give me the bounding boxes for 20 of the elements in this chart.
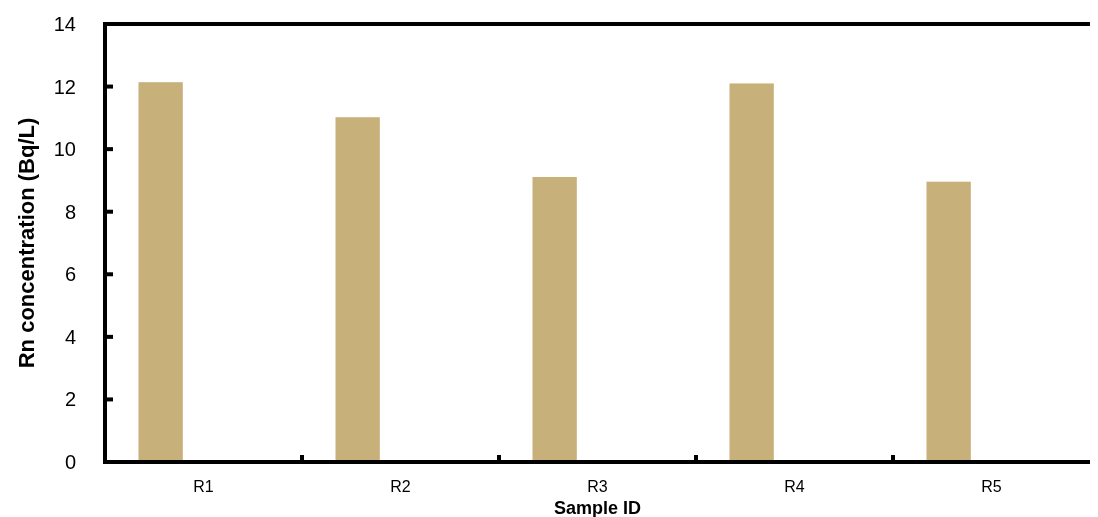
- x-tick-label: R5: [981, 478, 1002, 495]
- bar: [138, 82, 183, 462]
- y-tick-label: 10: [53, 138, 76, 161]
- x-axis-title: Sample ID: [553, 498, 642, 517]
- bar: [532, 176, 577, 462]
- x-tick-label: R4: [784, 478, 805, 495]
- x-tick-label: R2: [390, 478, 411, 495]
- y-tick-label: 2: [64, 388, 76, 411]
- y-tick-label: 0: [64, 451, 76, 473]
- bar: [926, 181, 971, 462]
- y-tick-label: 6: [64, 263, 76, 286]
- y-tick-label: 8: [64, 200, 76, 223]
- bar: [729, 83, 774, 462]
- bar: [335, 117, 380, 462]
- y-tick-label: 4: [64, 325, 76, 348]
- x-tick-label: R3: [587, 478, 608, 495]
- y-tick-label: 14: [53, 13, 76, 35]
- y-tick-label: 12: [53, 75, 76, 98]
- y-axis-title: Rn concentration (Bq/L): [14, 117, 39, 369]
- x-tick-label: R1: [193, 478, 214, 495]
